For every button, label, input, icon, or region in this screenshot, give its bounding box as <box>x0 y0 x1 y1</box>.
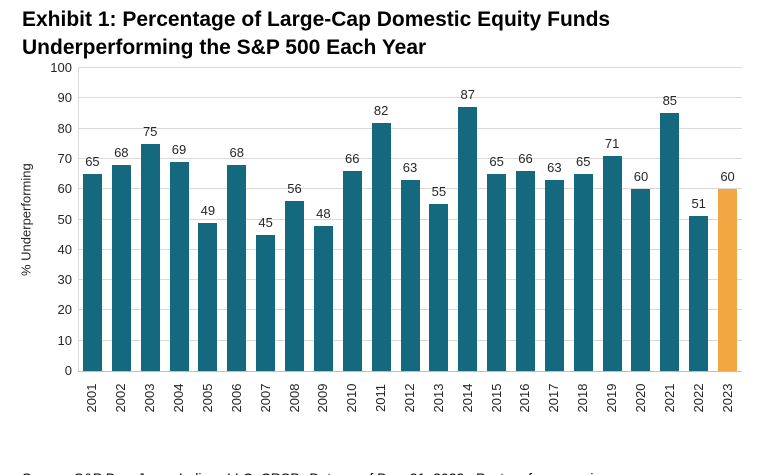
gridline <box>78 97 742 99</box>
y-axis-tick-label: 50 <box>57 211 72 227</box>
bar-2010 <box>342 171 362 371</box>
chart-title-line2: Underperforming the S&P 500 Each Year <box>22 36 427 59</box>
y-axis-tick-label: 20 <box>57 302 72 318</box>
bar-2018 <box>573 174 593 371</box>
x-axis-tick-label: 2023 <box>719 383 735 413</box>
bar-value-label: 60 <box>720 169 735 185</box>
bar-2016 <box>515 171 535 371</box>
bar-value-label: 65 <box>575 154 591 170</box>
bar-value-label: 71 <box>604 135 620 151</box>
x-axis-tick-label: 2008 <box>286 383 302 413</box>
bar-value-label: 56 <box>287 181 302 197</box>
chart-title-line1: Exhibit 1: Percentage of Large-Cap Domes… <box>22 8 611 31</box>
bar-2011 <box>371 122 391 371</box>
bar-2004 <box>169 161 189 371</box>
x-axis-tick-label: 2012 <box>402 383 417 413</box>
x-axis-tick-label: 2003 <box>142 383 158 413</box>
x-axis-tick-label: 2014 <box>459 383 475 413</box>
bar-2022 <box>689 216 709 371</box>
bar-2009 <box>313 225 333 371</box>
bar-value-label: 75 <box>142 123 158 139</box>
x-axis-tick-label: 2022 <box>690 383 706 413</box>
x-axis-tick-label: 2006 <box>228 383 244 413</box>
bar-2005 <box>198 222 218 371</box>
bar-value-label: 66 <box>518 151 533 167</box>
bar-value-label: 69 <box>171 141 187 157</box>
x-axis-tick-label: 2021 <box>661 383 677 413</box>
y-axis-tick-label: 100 <box>50 60 72 75</box>
gridline <box>78 127 742 129</box>
x-axis-tick-label: 2001 <box>84 383 100 413</box>
y-axis-tick-label: 70 <box>57 150 72 166</box>
bar-value-label: 66 <box>345 151 360 167</box>
y-axis-title: % Underperforming <box>18 163 34 276</box>
bar-2003 <box>140 143 160 371</box>
bar-2008 <box>285 201 305 371</box>
y-axis-tick-label: 80 <box>57 120 72 136</box>
bar-2007 <box>256 234 276 371</box>
y-axis-tick-label: 40 <box>57 241 72 257</box>
y-axis-tick-label: 0 <box>64 363 72 378</box>
bar-2012 <box>400 180 420 371</box>
plot-left-border <box>78 68 79 371</box>
source-note-line1: Source: S&P Dow Jones Indices LLC, CRSP.… <box>22 469 762 475</box>
x-axis-tick-label: 2005 <box>199 383 215 413</box>
bar-value-label: 82 <box>373 102 389 118</box>
bar-2021 <box>660 113 680 371</box>
bar-value-label: 87 <box>460 87 475 103</box>
bar-value-label: 68 <box>229 144 245 160</box>
x-axis-tick-label: 2016 <box>517 383 533 413</box>
x-axis-tick-label: 2013 <box>430 383 446 413</box>
x-axis-tick-label: 2004 <box>171 383 187 413</box>
bar-value-label: 65 <box>489 154 504 170</box>
x-axis-tick-label: 2019 <box>604 383 620 413</box>
bar-value-label: 68 <box>114 144 129 160</box>
bar-value-label: 63 <box>547 160 562 176</box>
bar-2023 <box>718 189 738 371</box>
x-axis-tick-label: 2015 <box>488 383 504 413</box>
x-axis-tick-label: 2018 <box>575 383 591 413</box>
x-axis-tick-label: 2002 <box>113 383 129 413</box>
bar-value-label: 49 <box>200 202 216 218</box>
x-axis-tick-label: 2010 <box>344 383 360 413</box>
x-axis-line <box>78 371 742 372</box>
bar-2006 <box>227 164 247 371</box>
y-axis-tick-label: 10 <box>57 332 72 348</box>
bar-value-label: 85 <box>662 93 678 109</box>
gridline <box>78 157 742 159</box>
bar-2017 <box>544 180 564 371</box>
x-axis-tick-label: 2020 <box>632 383 648 413</box>
bar-2015 <box>487 174 507 371</box>
x-axis-tick-label: 2009 <box>315 383 331 413</box>
bar-2014 <box>458 107 478 371</box>
y-axis-tick-label: 60 <box>57 181 72 197</box>
bar-value-label: 45 <box>258 214 273 230</box>
bar-value-label: 55 <box>431 184 447 200</box>
bar-2013 <box>429 204 449 371</box>
y-axis-tick-label: 90 <box>57 90 72 106</box>
bar-value-label: 65 <box>85 154 100 170</box>
bar-2001 <box>82 174 102 371</box>
bar-value-label: 51 <box>691 196 706 212</box>
bar-2020 <box>631 189 651 371</box>
bar-value-label: 48 <box>316 205 331 221</box>
bar-value-label: 60 <box>633 169 649 185</box>
source-note: Source: S&P Dow Jones Indices LLC, CRSP.… <box>22 431 762 475</box>
bar-2002 <box>111 164 131 371</box>
bar-value-label: 63 <box>402 160 418 176</box>
x-axis-tick-label: 2007 <box>257 383 273 413</box>
chart-title: Exhibit 1: Percentage of Large-Cap Domes… <box>22 6 752 62</box>
bar-2019 <box>602 155 622 371</box>
y-axis-tick-label: 30 <box>57 272 72 288</box>
x-axis-tick-label: 2011 <box>373 384 389 412</box>
gridline <box>78 67 742 68</box>
x-axis-tick-label: 2017 <box>546 383 562 413</box>
